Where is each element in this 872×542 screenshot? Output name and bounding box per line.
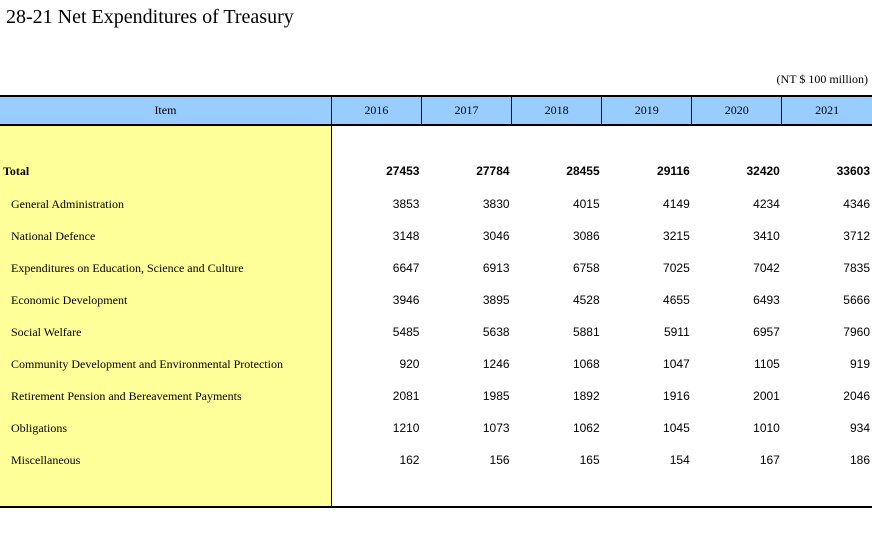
cell-value: 3712 bbox=[843, 229, 870, 243]
cell-value: 156 bbox=[489, 453, 510, 467]
cell-value: 3046 bbox=[482, 229, 510, 243]
cell-value: 6647 bbox=[392, 261, 420, 275]
spacer-row bbox=[0, 125, 872, 154]
cell-value: 5911 bbox=[663, 325, 690, 339]
table-header-row: Item 2016 2017 2018 2019 2020 2021 bbox=[0, 95, 872, 126]
cell-value: 3410 bbox=[753, 229, 780, 243]
row-label: Economic Development bbox=[0, 284, 332, 316]
cell-value: 4655 bbox=[663, 293, 690, 307]
table-row: Economic Development 3946 3895 4528 4655 6493… bbox=[0, 284, 872, 316]
cell-value: 5881 bbox=[572, 325, 600, 339]
row-label: Expenditures on Education, Science and C… bbox=[0, 252, 332, 284]
cell-value: 1073 bbox=[482, 421, 510, 435]
row-label: Social Welfare bbox=[0, 316, 332, 348]
cell-value: 4528 bbox=[572, 293, 600, 307]
cell-value: 5485 bbox=[392, 325, 420, 339]
header-year: 2019 bbox=[601, 95, 692, 126]
cell-value: 167 bbox=[759, 453, 780, 467]
expenditures-table: Item 2016 2017 2018 2019 2020 2021 Total… bbox=[0, 95, 872, 508]
page-title: 28-21 Net Expenditures of Treasury bbox=[6, 6, 294, 28]
cell-value: 1916 bbox=[663, 389, 690, 403]
cell-value: 3830 bbox=[482, 197, 510, 211]
table-row: National Defence 3148 3046 3086 3215 3410 3712 bbox=[0, 220, 872, 252]
unit-note: (NT $ 100 million) bbox=[776, 72, 868, 86]
header-year: 2017 bbox=[420, 95, 512, 126]
cell-value: 5638 bbox=[482, 325, 510, 339]
cell-value: 920 bbox=[399, 357, 420, 371]
cell-value: 32420 bbox=[746, 164, 780, 178]
cell-value: 6957 bbox=[753, 325, 780, 339]
table-row-total: Total 27453 27784 28455 29116 32420 33603 bbox=[0, 154, 872, 188]
cell-value: 165 bbox=[579, 453, 600, 467]
cell-value: 3148 bbox=[392, 229, 420, 243]
cell-value: 2046 bbox=[843, 389, 870, 403]
row-label: Retirement Pension and Bereavement Payme… bbox=[0, 380, 332, 412]
header-item: Item bbox=[0, 95, 332, 126]
cell-value: 7042 bbox=[753, 261, 780, 275]
row-label: General Administration bbox=[0, 188, 332, 220]
row-label: Total bbox=[0, 154, 332, 188]
cell-value: 27453 bbox=[386, 164, 420, 178]
table-row: Retirement Pension and Bereavement Payme… bbox=[0, 380, 872, 412]
cell-value: 934 bbox=[849, 421, 870, 435]
cell-value: 7960 bbox=[843, 325, 870, 339]
cell-value: 5666 bbox=[843, 293, 870, 307]
table-row: General Administration 3853 3830 4015 4149 42… bbox=[0, 188, 872, 220]
cell-value: 7835 bbox=[843, 261, 870, 275]
table-row: Miscellaneous 162 156 165 154 167 186 bbox=[0, 444, 872, 476]
cell-value: 1985 bbox=[482, 389, 510, 403]
table-row: Community Development and Environmental … bbox=[0, 348, 872, 380]
cell-value: 1210 bbox=[392, 421, 420, 435]
cell-value: 3086 bbox=[572, 229, 600, 243]
cell-value: 162 bbox=[399, 453, 420, 467]
cell-value: 28455 bbox=[566, 164, 600, 178]
table-row: Social Welfare 5485 5638 5881 5911 6957 7960 bbox=[0, 316, 872, 348]
cell-value: 6493 bbox=[753, 293, 780, 307]
cell-value: 1045 bbox=[663, 421, 690, 435]
cell-value: 1246 bbox=[482, 357, 510, 371]
cell-value: 1892 bbox=[572, 389, 600, 403]
row-label: Obligations bbox=[0, 412, 332, 444]
header-year: 2018 bbox=[511, 95, 602, 126]
cell-value: 27784 bbox=[476, 164, 510, 178]
cell-value: 1047 bbox=[663, 357, 690, 371]
cell-value: 154 bbox=[669, 453, 690, 467]
cell-value: 4015 bbox=[572, 197, 600, 211]
cell-value: 1105 bbox=[754, 357, 780, 371]
cell-value: 3853 bbox=[392, 197, 420, 211]
cell-value: 1010 bbox=[753, 421, 780, 435]
cell-value: 2081 bbox=[392, 389, 420, 403]
table-row: Obligations 1210 1073 1062 1045 1010 934 bbox=[0, 412, 872, 444]
cell-value: 3895 bbox=[482, 293, 510, 307]
cell-value: 6758 bbox=[572, 261, 600, 275]
cell-value: 3215 bbox=[663, 229, 690, 243]
table-row: Expenditures on Education, Science and C… bbox=[0, 252, 872, 284]
row-label: Community Development and Environmental … bbox=[0, 348, 332, 380]
cell-value: 4149 bbox=[663, 197, 690, 211]
row-label: National Defence bbox=[0, 220, 332, 252]
header-year: 2016 bbox=[330, 95, 422, 126]
cell-value: 3946 bbox=[392, 293, 420, 307]
cell-value: 2001 bbox=[753, 389, 780, 403]
row-label: Miscellaneous bbox=[0, 444, 332, 476]
cell-value: 33603 bbox=[836, 164, 870, 178]
cell-value: 4234 bbox=[753, 197, 780, 211]
header-year: 2020 bbox=[691, 95, 782, 126]
cell-value: 919 bbox=[849, 357, 870, 371]
cell-value: 1068 bbox=[572, 357, 600, 371]
spacer-row bbox=[0, 476, 872, 508]
header-year: 2021 bbox=[781, 95, 872, 126]
cell-value: 4346 bbox=[843, 197, 870, 211]
cell-value: 6913 bbox=[482, 261, 510, 275]
cell-value: 1062 bbox=[572, 421, 600, 435]
cell-value: 186 bbox=[849, 453, 870, 467]
cell-value: 29116 bbox=[657, 164, 690, 178]
cell-value: 7025 bbox=[663, 261, 690, 275]
